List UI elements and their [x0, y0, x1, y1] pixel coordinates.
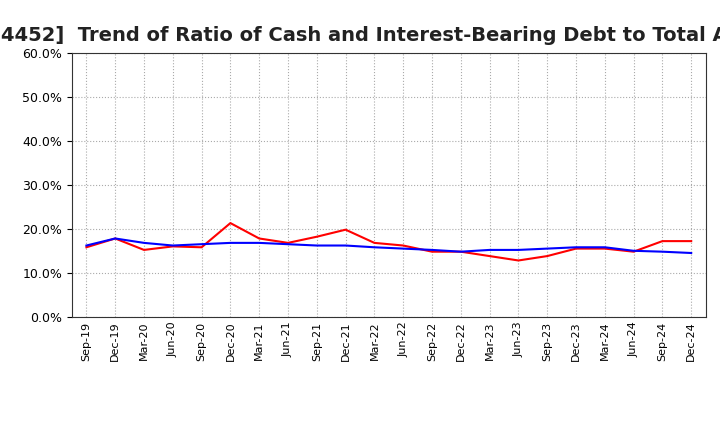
Cash [600, 246, 609, 251]
Interest-Bearing Debt [226, 240, 235, 246]
Interest-Bearing Debt [572, 245, 580, 250]
Line: Interest-Bearing Debt: Interest-Bearing Debt [86, 238, 691, 253]
Interest-Bearing Debt [140, 240, 148, 246]
Cash [140, 247, 148, 253]
Cash [312, 234, 321, 239]
Cash [428, 249, 436, 254]
Cash [399, 243, 408, 248]
Interest-Bearing Debt [197, 242, 206, 247]
Cash [543, 253, 552, 259]
Interest-Bearing Debt [658, 249, 667, 254]
Cash [197, 245, 206, 250]
Line: Cash: Cash [86, 223, 691, 260]
Interest-Bearing Debt [485, 247, 494, 253]
Cash [370, 240, 379, 246]
Cash [687, 238, 696, 244]
Interest-Bearing Debt [514, 247, 523, 253]
Cash [572, 246, 580, 251]
Interest-Bearing Debt [284, 242, 292, 247]
Interest-Bearing Debt [370, 245, 379, 250]
Interest-Bearing Debt [543, 246, 552, 251]
Cash [284, 240, 292, 246]
Cash [485, 253, 494, 259]
Cash [341, 227, 350, 232]
Cash [168, 244, 177, 249]
Interest-Bearing Debt [168, 243, 177, 248]
Cash [514, 258, 523, 263]
Interest-Bearing Debt [111, 236, 120, 241]
Cash [456, 249, 465, 254]
Cash [111, 236, 120, 241]
Interest-Bearing Debt [82, 243, 91, 248]
Interest-Bearing Debt [456, 249, 465, 254]
Cash [226, 220, 235, 226]
Interest-Bearing Debt [399, 246, 408, 251]
Cash [658, 238, 667, 244]
Cash [255, 236, 264, 241]
Text: [4452]  Trend of Ratio of Cash and Interest-Bearing Debt to Total Assets: [4452] Trend of Ratio of Cash and Intere… [0, 26, 720, 45]
Interest-Bearing Debt [312, 243, 321, 248]
Cash [629, 249, 638, 254]
Interest-Bearing Debt [255, 240, 264, 246]
Interest-Bearing Debt [629, 248, 638, 253]
Cash [82, 245, 91, 250]
Interest-Bearing Debt [428, 247, 436, 253]
Interest-Bearing Debt [341, 243, 350, 248]
Interest-Bearing Debt [600, 245, 609, 250]
Interest-Bearing Debt [687, 250, 696, 256]
